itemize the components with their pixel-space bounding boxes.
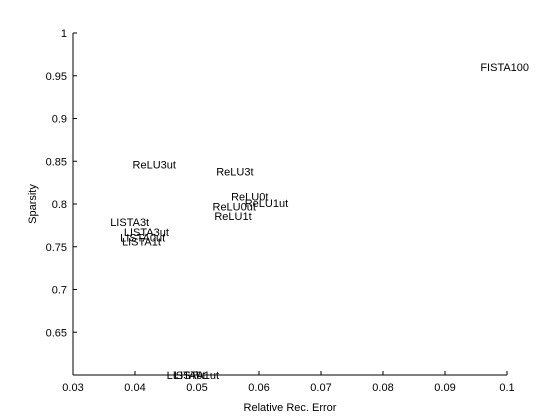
plot-area: 0.03 0.04 0.05 0.06 0.07 0.08 0.09 0.1 0.65 0.7 0.…	[46, 28, 529, 394]
y-tick-label: 0.7	[52, 285, 67, 297]
point-label: ReLU3ut	[133, 160, 176, 172]
point-label: ReLU1ut	[245, 198, 288, 210]
x-axis-title: Relative Rec. Error	[244, 402, 337, 414]
point-label: LISTA1t	[122, 237, 161, 249]
y-axis-title: Sparsity	[27, 184, 39, 224]
y-tick-label: 0.8	[52, 199, 67, 211]
point-label: ReLU3t	[216, 167, 253, 179]
x-tick-label: 0.07	[310, 382, 331, 394]
point-label: LISTA3t	[110, 217, 149, 229]
point-label: ReLU0t	[231, 191, 268, 203]
point-label: LISTA0t	[167, 370, 206, 382]
x-tick-label: 0.08	[372, 382, 393, 394]
x-tick-label: 0.05	[186, 382, 207, 394]
point-label: LISTA3ut	[124, 227, 169, 239]
y-tick-label: 0.9	[52, 114, 67, 126]
point-label: FISTA100	[480, 62, 529, 74]
y-tick-label: 0.65	[46, 327, 67, 339]
x-tick-label: 0.09	[434, 382, 455, 394]
x-tick-label: 0.1	[499, 382, 514, 394]
point-label: ReLU0ut	[213, 202, 256, 214]
y-tick-label: 1	[61, 28, 67, 40]
point-label: ReLU1t	[214, 211, 251, 223]
y-tick-label: 0.85	[46, 156, 67, 168]
x-tick-label: 0.06	[248, 382, 269, 394]
y-tick-label: 0.75	[46, 242, 67, 254]
x-tick-label: 0.03	[62, 382, 83, 394]
point-label: LISTA1ut	[174, 370, 219, 382]
y-tick-label: 0.95	[46, 71, 67, 83]
x-tick-label: 0.04	[124, 382, 145, 394]
point-label: LISTA0ut	[120, 232, 165, 244]
